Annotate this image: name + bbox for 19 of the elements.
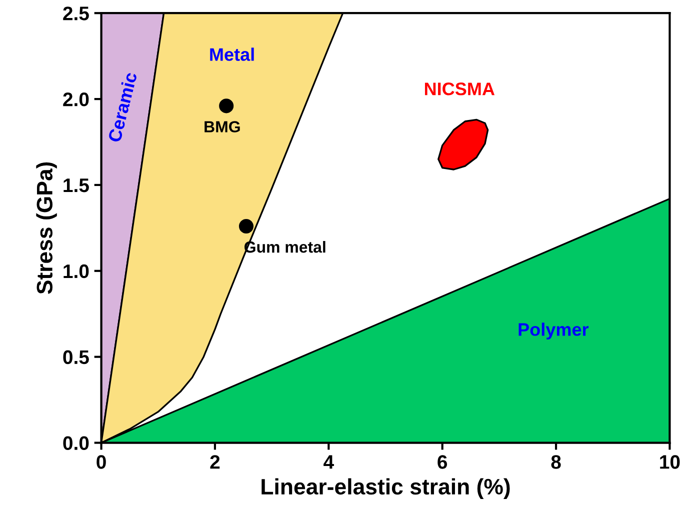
y-tick-label: 0.5: [63, 350, 89, 364]
x-tick-label: 4: [324, 455, 334, 469]
y-tick-label: 1.5: [64, 178, 89, 192]
series-label: NICSMA: [424, 82, 495, 96]
x-tick-label: 0: [96, 455, 106, 469]
series-label: Ceramic: [107, 72, 138, 143]
y-tick-label: 0.0: [63, 436, 89, 450]
y-tick-label: 1.0: [64, 264, 89, 278]
x-tick-label: 8: [551, 455, 561, 469]
y-tick-label: 2.5: [63, 6, 89, 20]
x-tick-label: 6: [438, 455, 448, 469]
x-tick-label: 2: [210, 455, 220, 469]
y-tick-label: 2.0: [63, 92, 89, 106]
series-label: Metal: [210, 48, 254, 61]
series-label: Polymer: [518, 322, 589, 340]
series-label: BMG: [204, 121, 240, 132]
y-axis-title: Stress (GPa): [36, 162, 57, 294]
x-tick-label: 10: [660, 455, 680, 469]
x-axis-title: Linear-elastic strain (%): [262, 478, 510, 499]
